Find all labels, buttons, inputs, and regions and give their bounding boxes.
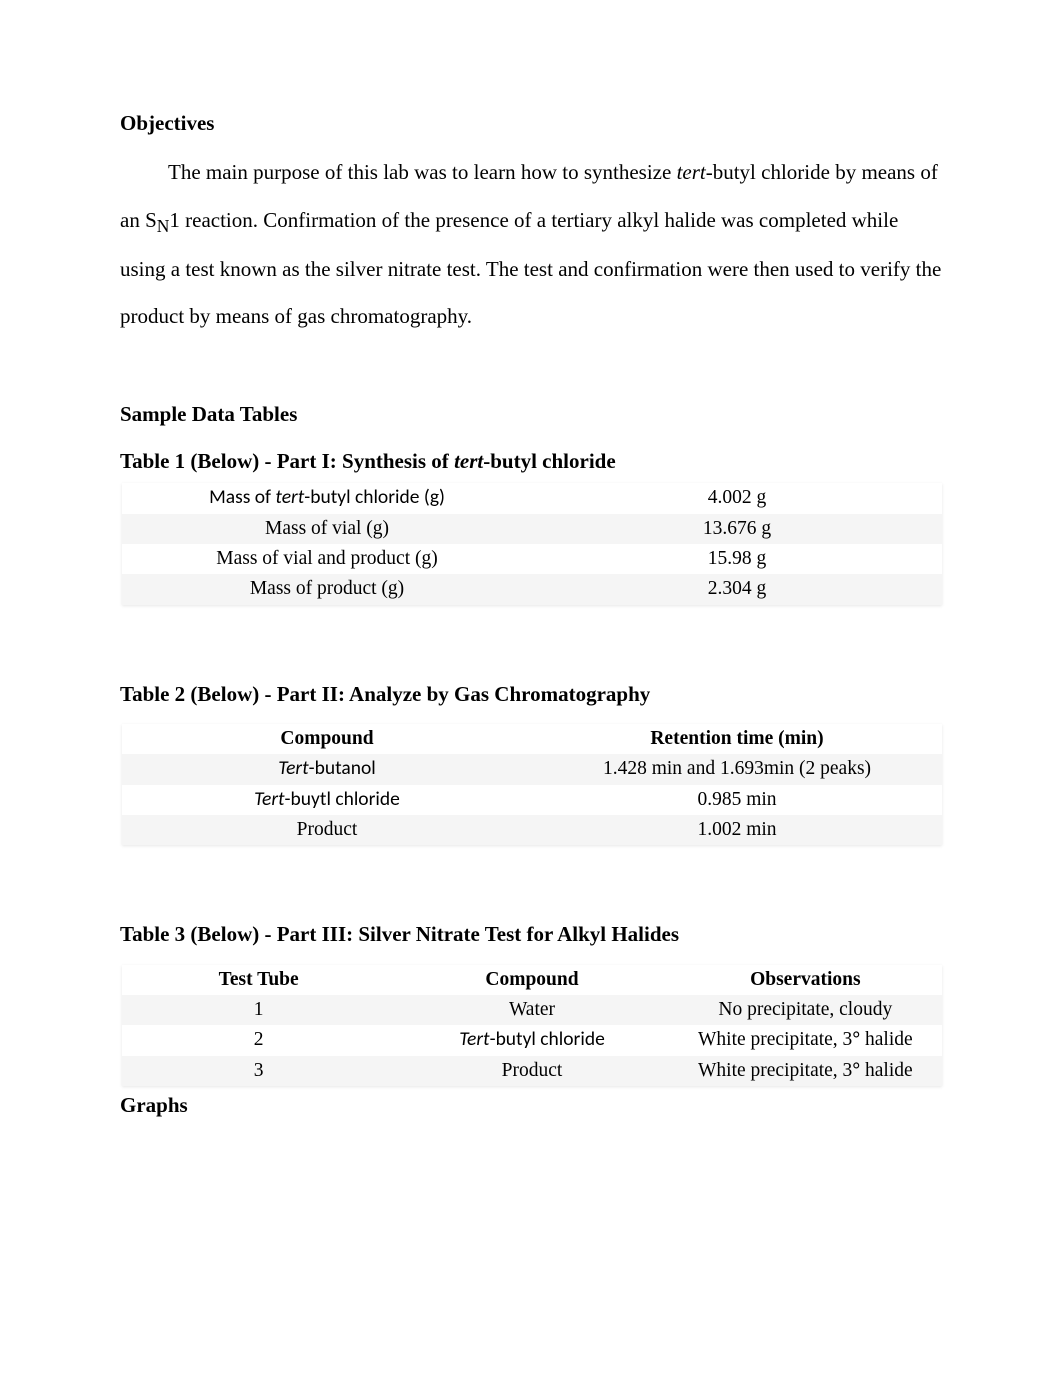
table1-caption-post: -butyl chloride: [483, 449, 615, 473]
table-cell-testtube: 1: [122, 995, 395, 1025]
table-cell-observations: White precipitate, 3° halide: [669, 1025, 942, 1055]
table-cell-value: 15.98 g: [532, 544, 942, 574]
table-cell-compound: Product: [122, 815, 532, 845]
table-cell-testtube: 3: [122, 1056, 395, 1086]
objectives-subscript-n: N: [157, 216, 170, 236]
table-cell-label: Mass of product (g): [122, 574, 532, 604]
table-row: 3ProductWhite precipitate, 3° halide: [122, 1056, 942, 1086]
table-header-row: CompoundRetention time (min): [122, 724, 942, 754]
objectives-italic-tert: tert: [677, 160, 706, 184]
table-row: Mass of product (g)2.304 g: [122, 574, 942, 604]
table2-caption: Table 2 (Below) - Part II: Analyze by Ga…: [120, 681, 942, 708]
table3-caption: Table 3 (Below) - Part III: Silver Nitra…: [120, 921, 942, 948]
table-cell-retention: 0.985 min: [532, 785, 942, 815]
table-row: Mass of tert-butyl chloride (g)4.002 g: [122, 483, 942, 513]
table-row: Mass of vial (g)13.676 g: [122, 514, 942, 544]
table-cell-compound: Product: [395, 1056, 668, 1086]
table-row: Tert-butanol1.428 min and 1.693min (2 pe…: [122, 754, 942, 784]
table3: Test TubeCompoundObservations1WaterNo pr…: [122, 965, 942, 1086]
table-cell-observations: White precipitate, 3° halide: [669, 1056, 942, 1086]
table1-caption: Table 1 (Below) - Part I: Synthesis of t…: [120, 448, 942, 475]
table-row: Tert-buytl chloride0.985 min: [122, 785, 942, 815]
table-header-row: Test TubeCompoundObservations: [122, 965, 942, 995]
table-cell-label: Mass of tert-butyl chloride (g): [122, 483, 532, 513]
table-cell-label: Mass of vial and product (g): [122, 544, 532, 574]
table-header-cell: Compound: [122, 724, 532, 754]
table2: CompoundRetention time (min)Tert-butanol…: [122, 724, 942, 845]
table-cell-retention: 1.428 min and 1.693min (2 peaks): [532, 754, 942, 784]
table-header-cell: Retention time (min): [532, 724, 942, 754]
table-header-cell: Compound: [395, 965, 668, 995]
section-graphs-heading: Graphs: [120, 1092, 942, 1119]
table-row: Mass of vial and product (g)15.98 g: [122, 544, 942, 574]
table-header-cell: Test Tube: [122, 965, 395, 995]
table-cell-compound: Water: [395, 995, 668, 1025]
table1: Mass of tert-butyl chloride (g)4.002 gMa…: [122, 483, 942, 604]
table1-caption-pre: Table 1 (Below) - Part I: Synthesis of: [120, 449, 454, 473]
table-row: Product1.002 min: [122, 815, 942, 845]
table-cell-value: 2.304 g: [532, 574, 942, 604]
table-cell-testtube: 2: [122, 1025, 395, 1055]
section-objectives-heading: Objectives: [120, 110, 942, 137]
table-cell-compound: Tert-butyl chloride: [395, 1025, 668, 1055]
table-row: 2Tert-butyl chlorideWhite precipitate, 3…: [122, 1025, 942, 1055]
page: Objectives The main purpose of this lab …: [0, 0, 1062, 1191]
table-cell-value: 13.676 g: [532, 514, 942, 544]
objectives-text-1: The main purpose of this lab was to lear…: [168, 160, 677, 184]
objectives-text-3: 1 reaction. Confirmation of the presence…: [120, 208, 941, 329]
table-row: 1WaterNo precipitate, cloudy: [122, 995, 942, 1025]
table-cell-label: Mass of vial (g): [122, 514, 532, 544]
table-cell-value: 4.002 g: [532, 483, 942, 513]
section-sample-data-heading: Sample Data Tables: [120, 401, 942, 428]
table-header-cell: Observations: [669, 965, 942, 995]
table1-caption-italic: tert: [454, 449, 483, 473]
objectives-paragraph: The main purpose of this lab was to lear…: [120, 149, 942, 340]
table-cell-compound: Tert-buytl chloride: [122, 785, 532, 815]
table-cell-retention: 1.002 min: [532, 815, 942, 845]
table-cell-compound: Tert-butanol: [122, 754, 532, 784]
table-cell-observations: No precipitate, cloudy: [669, 995, 942, 1025]
